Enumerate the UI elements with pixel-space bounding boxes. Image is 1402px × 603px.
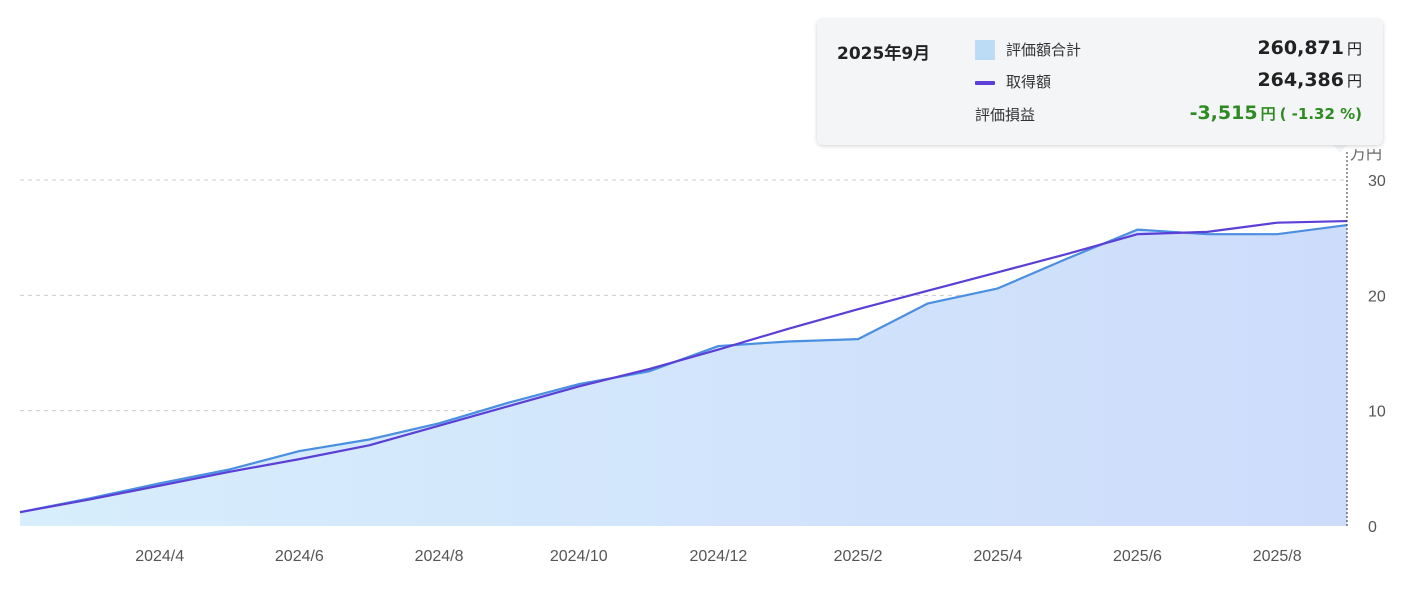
x-tick-label: 2024/8: [415, 548, 464, 565]
y-axis-unit-label: 万円: [1350, 144, 1383, 163]
x-tick-label: 2025/8: [1253, 548, 1302, 565]
x-tick-label: 2024/10: [550, 548, 608, 565]
cost-line: [19, 219, 1348, 514]
valuation-swatch-icon: [975, 40, 995, 60]
valuation-area: [20, 225, 1347, 526]
y-tick-label: 10: [1368, 404, 1386, 421]
tooltip-value-valuation: 260,871 円: [1257, 37, 1362, 59]
tooltip-row-cost: 取得額 264,386 円: [975, 69, 1362, 95]
tooltip-arrow: [1332, 144, 1348, 153]
tooltip-label-valuation: 評価額合計: [1006, 41, 1082, 59]
y-tick-label: 0: [1368, 519, 1377, 536]
hover-tooltip: 2025年9月 評価額合計 260,871 円 取得額 264,386 円 評価損益…: [817, 19, 1383, 145]
tooltip-row-gain: 評価損益 -3,515 円( -1.32 %): [975, 102, 1362, 128]
x-tick-label: 2025/2: [834, 548, 883, 565]
x-tick-label: 2024/12: [689, 548, 747, 565]
y-axis-ticks: 0 10 20 30: [1368, 173, 1386, 536]
y-tick-label: 30: [1368, 173, 1386, 190]
x-axis-ticks: 2024/4 2024/6 2024/8 2024/10 2024/12 2025/2 20…: [135, 548, 1302, 565]
tooltip-label-gain: 評価損益: [975, 106, 1036, 124]
x-tick-label: 2024/6: [275, 548, 324, 565]
x-tick-label: 2025/4: [973, 548, 1022, 565]
tooltip-value-cost: 264,386 円: [1257, 69, 1362, 91]
tooltip-value-gain: -3,515 円( -1.32 %): [1189, 102, 1362, 124]
tooltip-date: 2025年9月: [837, 44, 931, 64]
tooltip-label-cost: 取得額: [1006, 73, 1052, 91]
tooltip-row-valuation: 評価額合計 260,871 円: [975, 37, 1362, 63]
cost-swatch-icon: [975, 81, 995, 85]
x-tick-label: 2025/6: [1113, 548, 1162, 565]
y-tick-label: 20: [1368, 288, 1386, 305]
x-tick-label: 2024/4: [135, 548, 184, 565]
